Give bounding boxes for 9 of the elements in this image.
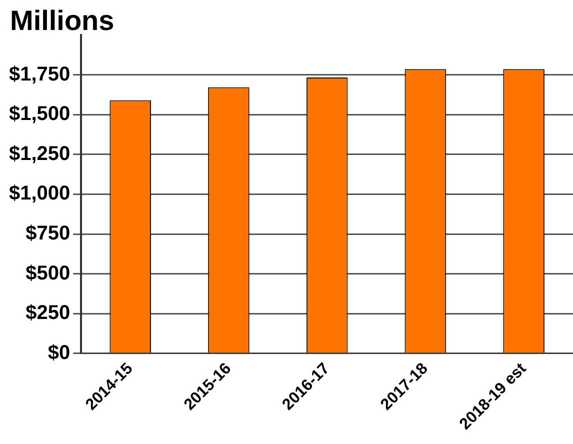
y-tick-label: $1,250: [9, 142, 70, 165]
y-tick-label: $1,000: [9, 182, 70, 205]
y-tick-label: $1,500: [9, 103, 70, 126]
y-tick-label: $1,750: [9, 63, 70, 86]
y-tick-label: $250: [26, 302, 70, 324]
y-axis-title: Millions: [10, 5, 114, 36]
y-tick-label: $0: [48, 342, 70, 364]
y-tick-label: $500: [26, 262, 70, 284]
y-tick-label: $750: [26, 222, 70, 245]
